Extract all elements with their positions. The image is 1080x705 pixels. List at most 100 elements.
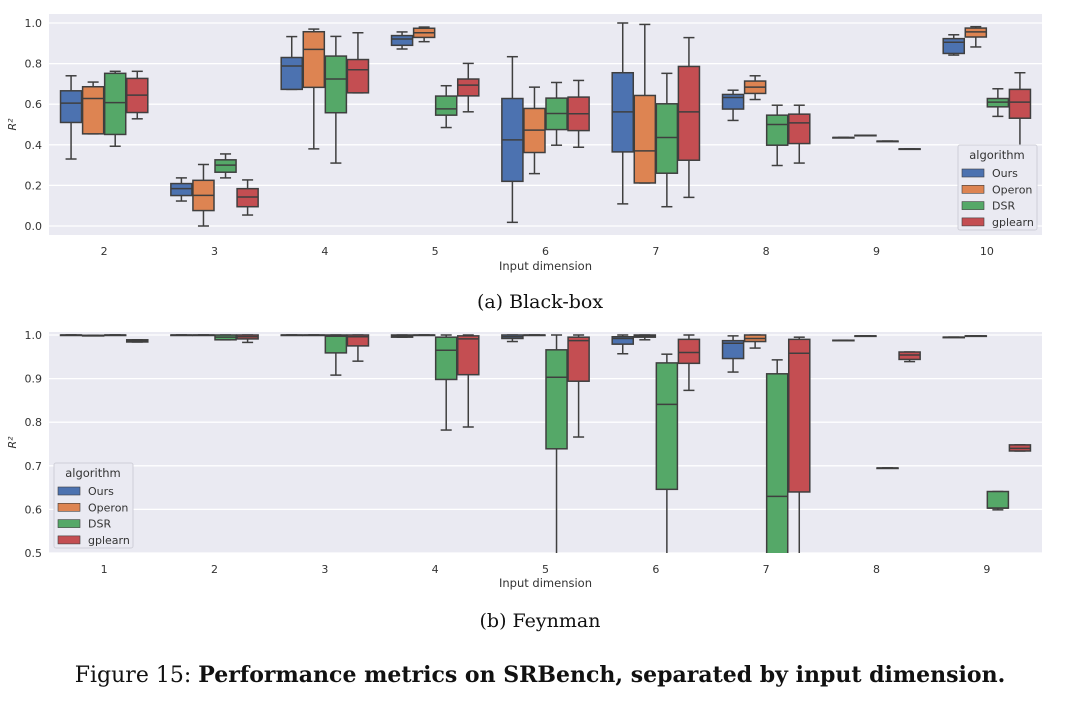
y-tick-label: 0.9	[25, 373, 43, 386]
y-tick-label: 1.0	[25, 329, 43, 342]
box-marks	[59, 22, 1032, 227]
box-dsr	[876, 467, 899, 470]
figure-caption-label: Figure 15:	[74, 663, 192, 688]
box-iqr	[456, 78, 480, 97]
legend: algorithm Ours Operon DSR gplearn	[53, 462, 134, 549]
x-tick-label: 10	[980, 245, 994, 258]
box-operon	[81, 334, 105, 337]
legend-swatch-operon	[961, 185, 985, 194]
box-operon	[302, 28, 326, 150]
box-ours	[280, 35, 304, 91]
box-gplearn	[567, 334, 590, 438]
box-iqr	[655, 103, 679, 174]
box-ours	[59, 75, 83, 160]
x-axis-label: Input dimension	[499, 259, 592, 273]
box-gplearn	[236, 179, 259, 216]
box-iqr	[721, 339, 745, 360]
box-ours	[832, 136, 855, 139]
box-dsr	[103, 334, 127, 337]
box-operon	[81, 81, 105, 135]
y-axis-label: R²	[6, 118, 19, 131]
x-tick-label: 8	[873, 563, 880, 576]
box-operon	[523, 334, 546, 337]
box-iqr	[655, 362, 679, 491]
x-tick-label: 4	[432, 563, 439, 576]
box-iqr	[170, 182, 193, 197]
box-iqr	[59, 90, 83, 124]
box-iqr	[567, 336, 590, 382]
box-operon	[854, 335, 877, 338]
box-ours	[59, 334, 83, 337]
box-gplearn	[456, 62, 480, 113]
y-tick-label: 0.2	[25, 179, 43, 192]
box-operon	[633, 334, 657, 341]
box-dsr	[434, 334, 458, 431]
box-ours	[611, 22, 635, 205]
x-axis-label: Input dimension	[499, 576, 592, 590]
x-tick-label: 3	[211, 245, 218, 258]
box-iqr	[346, 334, 370, 347]
box-iqr	[765, 114, 789, 146]
legend-label-ours: Ours	[88, 485, 114, 498]
box-iqr	[103, 72, 127, 136]
x-tick-label: 6	[542, 245, 549, 258]
box-operon	[412, 334, 436, 337]
box-gplearn	[787, 104, 811, 164]
box-ours	[721, 89, 745, 122]
box-dsr	[876, 140, 899, 143]
x-tick-label: 2	[211, 563, 218, 576]
box-operon	[302, 334, 326, 337]
x-tick-label: 5	[542, 563, 549, 576]
box-operon	[854, 134, 877, 137]
box-gplearn	[677, 36, 701, 199]
box-dsr	[655, 72, 679, 208]
box-ours	[721, 335, 745, 373]
x-tick-label: 7	[763, 563, 770, 576]
legend-swatch-gplearn	[57, 535, 81, 545]
box-gplearn	[677, 334, 701, 392]
y-tick-label: 0.8	[25, 416, 43, 429]
box-iqr	[545, 349, 568, 450]
box-iqr	[214, 159, 237, 173]
box-iqr	[787, 113, 811, 145]
box-operon	[523, 86, 546, 175]
x-tick-label: 5	[432, 245, 439, 258]
x-tick-label: 8	[763, 245, 770, 258]
box-iqr	[434, 336, 458, 381]
box-ours	[942, 34, 966, 56]
box-ours	[170, 177, 193, 202]
box-marks	[59, 334, 1032, 553]
box-iqr	[434, 95, 458, 116]
box-gplearn	[236, 334, 259, 344]
y-tick-label: 0.4	[25, 139, 43, 152]
box-ours	[942, 336, 966, 339]
box-operon	[412, 26, 436, 43]
box-ours	[390, 334, 414, 338]
box-operon	[192, 163, 215, 227]
legend-swatch-ours	[961, 168, 985, 178]
box-iqr	[324, 55, 348, 114]
legend-swatch-dsr	[961, 201, 985, 210]
box-ours	[501, 334, 524, 343]
y-axis-label: R²	[6, 436, 19, 449]
box-gplearn	[346, 31, 370, 94]
box-iqr	[787, 338, 811, 493]
box-iqr	[765, 373, 789, 553]
box-dsr	[765, 104, 789, 167]
y-tick-label: 0.8	[25, 58, 43, 71]
box-gplearn	[346, 334, 370, 362]
legend-label-operon: Operon	[88, 501, 128, 514]
y-tick-label: 1.0	[25, 17, 43, 30]
box-iqr	[942, 37, 966, 55]
box-gplearn	[456, 334, 480, 428]
box-dsr	[214, 153, 237, 179]
chart-black-box: 0.0 0.2 0.4 0.6 0.8 1.0 R² 2 3 4 5 6 7 8 9 10 Input dime…	[6, 14, 1042, 273]
x-tick-label: 3	[321, 563, 328, 576]
legend: algorithm Ours Operon DSR gplearn	[957, 144, 1038, 231]
box-iqr	[390, 34, 414, 47]
figure-caption-text: Performance metrics on SRBench, separate…	[198, 662, 1006, 688]
legend-swatch-operon	[57, 502, 81, 512]
y-tick-label: 0.6	[25, 503, 43, 516]
box-iqr	[302, 30, 326, 89]
x-tick-label: 9	[983, 563, 990, 576]
